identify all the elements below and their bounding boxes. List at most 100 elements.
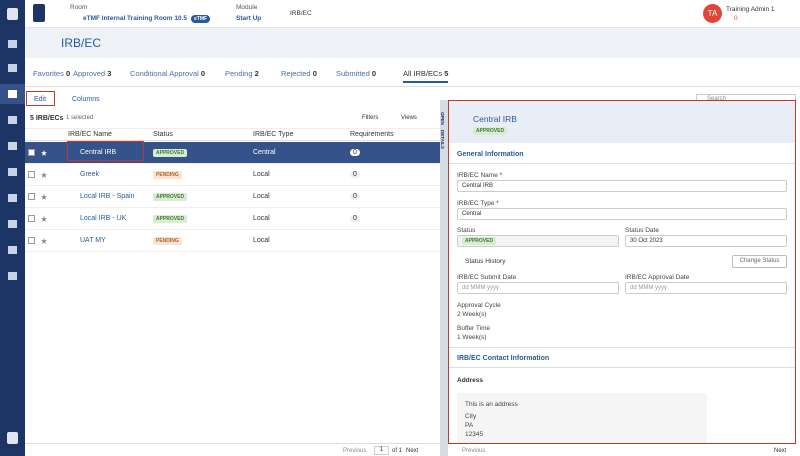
favorite-star[interactable] [41,238,47,244]
address-city: City [465,413,477,420]
side-tab[interactable]: OPEN DETAILS [440,100,448,456]
checkbox[interactable] [28,215,35,222]
name-cell[interactable]: Local IRB - Spain [80,193,135,200]
tab[interactable]: Approved 3 [73,69,111,78]
address-zip: 12345 [465,431,484,438]
field-label: Status [457,227,476,234]
detail-next[interactable]: Next [774,448,787,454]
nav-icon[interactable] [8,116,17,124]
checkbox[interactable] [28,171,35,178]
type-cell: Local [253,237,270,244]
columns-button[interactable]: Columns [72,96,100,103]
app-logo [33,4,45,22]
nav-icon[interactable] [8,272,17,280]
topbar: Room eTMF Internal Training Room 10.5 eT… [25,0,800,28]
nav-icon[interactable] [8,194,17,202]
filters-button[interactable]: Filters [362,115,379,121]
column-header[interactable]: Status [153,131,173,138]
nav-icon[interactable] [8,90,17,98]
views-button[interactable]: Views [401,115,417,121]
module-label: Module [236,4,258,11]
next-page[interactable]: Next [406,448,419,454]
status-history[interactable]: Status History [465,258,506,265]
tab-label: Rejected [281,69,311,78]
change-status[interactable]: Change Status [732,255,787,268]
checkbox[interactable] [28,193,35,200]
table-row[interactable] [25,230,440,252]
table-row[interactable] [25,208,440,230]
nav-icon[interactable] [8,246,17,254]
tab[interactable]: Conditional Approval 0 [130,69,205,78]
tab[interactable]: Rejected 0 [281,69,317,78]
divider [25,86,800,87]
address-box [457,393,707,443]
avatar[interactable]: TA [703,4,722,23]
submit-date[interactable]: dd MMM yyyy [457,282,619,294]
type-cell: Local [253,193,270,200]
edit-button[interactable]: Edit [34,96,47,103]
status-value: APPROVED [462,237,497,245]
type-cell: Local [253,171,270,178]
table-header [25,128,440,141]
module-name[interactable]: Start Up [236,15,262,22]
detail-prev[interactable]: Previous [462,448,486,454]
nav-icon[interactable] [8,64,17,72]
side-tab-details[interactable]: DETAILS [440,130,445,149]
tab[interactable]: Submitted 0 [336,69,376,78]
room-label: Room [70,4,88,11]
table-row[interactable] [25,164,440,186]
field-label: Status Date [625,227,659,234]
favorite-star[interactable] [41,194,47,200]
name-input[interactable]: Central IRB [457,180,787,192]
requirements-cell: 0 [350,171,360,178]
detail-header [449,101,795,143]
nav-icon[interactable] [8,220,17,228]
tab[interactable]: Pending 2 [225,69,259,78]
tab[interactable]: Favorites 0 [33,69,70,78]
table-row[interactable] [25,142,440,164]
section-header[interactable]: IRB/EC Contact Information [457,355,550,362]
name-cell[interactable]: Greek [80,171,100,178]
tab-count: 5 [444,69,449,78]
title-bar: IRB/EC [25,28,800,58]
field-value: 2 Week(s) [457,311,487,318]
logo [7,432,18,444]
column-header[interactable]: IRB/EC Name [68,131,112,138]
tab[interactable]: All IRB/ECs 5 [403,69,449,83]
status-cell: PENDING [153,171,182,179]
detail-panel: Central IRB APPROVED General Information… [448,100,796,444]
name-cell[interactable]: Local IRB - UK [80,215,127,222]
side-tab-open[interactable]: OPEN [440,112,445,125]
tab-count: 0 [65,69,71,78]
section-header[interactable]: General Information [457,151,524,158]
favorite-star[interactable] [41,150,47,156]
favorite-star[interactable] [41,172,47,178]
column-header[interactable]: Requirements [350,131,394,138]
nav-icon[interactable] [8,142,17,150]
user-count: 0 [734,15,738,22]
checkbox[interactable] [28,237,35,244]
column-header[interactable]: IRB/EC Type [253,131,294,138]
tab-label: Conditional Approval [130,69,199,78]
type-input[interactable]: Central [457,208,787,220]
nav-icon[interactable] [8,168,17,176]
nav-icon[interactable] [8,40,17,48]
table-row[interactable] [25,186,440,208]
prev-page[interactable]: Previous [343,448,367,454]
user-name[interactable]: Training Admin 1 [726,6,775,13]
room-name[interactable]: eTMF Internal Training Room 10.5 [83,15,188,22]
highlight [67,141,144,161]
name-cell[interactable]: Central IRB [80,149,117,156]
tab-count: 2 [254,69,259,78]
status-date[interactable]: 30 Oct 2023 [625,235,787,247]
tab-label: Pending [225,69,253,78]
checkbox[interactable] [28,149,35,156]
page-input[interactable]: 1 [374,446,389,455]
favorite-star[interactable] [41,216,47,222]
name-cell[interactable]: UAT MY [80,237,106,244]
approval-date[interactable]: dd MMM yyyy [625,282,787,294]
logo [7,8,18,20]
field-label: IRB/EC Name * [457,172,503,179]
status-field: APPROVED [457,235,619,247]
